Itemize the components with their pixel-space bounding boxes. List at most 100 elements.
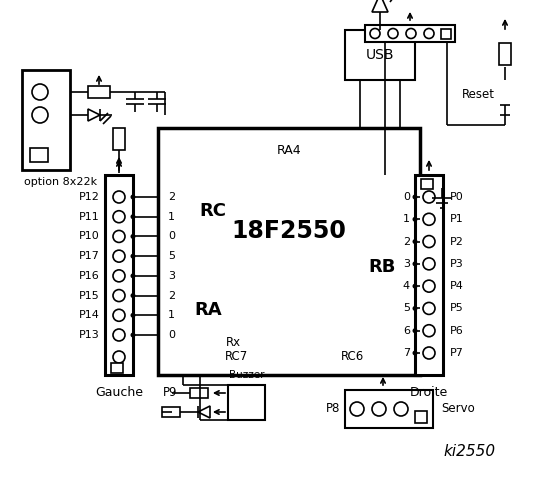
Circle shape — [131, 253, 135, 259]
Circle shape — [131, 313, 135, 318]
Text: P14: P14 — [79, 310, 100, 320]
Circle shape — [413, 217, 418, 222]
Text: 1: 1 — [168, 310, 175, 320]
Circle shape — [131, 273, 135, 278]
Circle shape — [413, 284, 418, 288]
Text: RB: RB — [368, 257, 396, 276]
Circle shape — [131, 234, 135, 239]
Text: P4: P4 — [450, 281, 464, 291]
Text: RC: RC — [200, 203, 227, 220]
Bar — [415, 411, 427, 423]
Text: P16: P16 — [79, 271, 100, 281]
Text: P6: P6 — [450, 326, 464, 336]
Text: Servo: Servo — [441, 403, 474, 416]
Circle shape — [413, 194, 418, 200]
Circle shape — [113, 329, 125, 341]
Bar — [105, 175, 133, 375]
Bar — [162, 407, 180, 417]
Circle shape — [423, 258, 435, 270]
Circle shape — [113, 250, 125, 262]
Text: RC7: RC7 — [225, 350, 248, 363]
Circle shape — [424, 28, 434, 38]
Circle shape — [423, 236, 435, 248]
Text: P1: P1 — [450, 214, 464, 224]
Circle shape — [372, 402, 386, 416]
Text: RC6: RC6 — [341, 350, 364, 363]
Polygon shape — [372, 0, 388, 12]
Text: option 8x22k: option 8x22k — [24, 177, 97, 187]
Bar — [228, 385, 265, 420]
Circle shape — [113, 230, 125, 242]
Text: 0: 0 — [168, 231, 175, 241]
Text: P5: P5 — [450, 303, 464, 313]
Circle shape — [423, 213, 435, 225]
Text: 0: 0 — [403, 192, 410, 202]
Bar — [345, 30, 415, 80]
Circle shape — [423, 280, 435, 292]
Circle shape — [423, 347, 435, 359]
Text: ki2550: ki2550 — [444, 444, 496, 459]
Text: Gauche: Gauche — [95, 386, 143, 399]
Text: P0: P0 — [450, 192, 464, 202]
Circle shape — [113, 289, 125, 301]
Text: 0: 0 — [168, 330, 175, 340]
Text: RA4: RA4 — [276, 144, 301, 156]
Circle shape — [423, 302, 435, 314]
Bar — [22, 70, 70, 170]
Circle shape — [370, 28, 380, 38]
Text: P17: P17 — [79, 251, 100, 261]
Text: P15: P15 — [79, 290, 100, 300]
Bar — [190, 388, 208, 398]
Text: 1: 1 — [403, 214, 410, 224]
Circle shape — [113, 270, 125, 282]
Text: P7: P7 — [450, 348, 464, 358]
Bar — [88, 86, 110, 98]
Circle shape — [113, 191, 125, 203]
Circle shape — [394, 402, 408, 416]
Circle shape — [413, 306, 418, 311]
Text: 2: 2 — [403, 237, 410, 247]
Text: 7: 7 — [403, 348, 410, 358]
Text: P9: P9 — [163, 386, 178, 399]
Text: 2: 2 — [168, 192, 175, 202]
Text: 5: 5 — [168, 251, 175, 261]
Circle shape — [413, 350, 418, 356]
Text: P13: P13 — [79, 330, 100, 340]
Circle shape — [131, 333, 135, 337]
Circle shape — [131, 194, 135, 200]
Circle shape — [413, 239, 418, 244]
Text: Reset: Reset — [462, 88, 495, 101]
Text: P10: P10 — [79, 231, 100, 241]
Circle shape — [406, 28, 416, 38]
Text: 1: 1 — [168, 212, 175, 222]
Text: P12: P12 — [79, 192, 100, 202]
Bar — [158, 128, 420, 375]
Circle shape — [388, 28, 398, 38]
Bar — [113, 128, 125, 150]
Circle shape — [413, 328, 418, 333]
Text: 5: 5 — [403, 303, 410, 313]
Polygon shape — [88, 109, 100, 121]
Text: RA: RA — [194, 301, 222, 319]
Text: P2: P2 — [450, 237, 464, 247]
Circle shape — [423, 324, 435, 336]
Bar — [30, 148, 48, 162]
Circle shape — [423, 191, 435, 203]
Text: 3: 3 — [403, 259, 410, 269]
Bar — [421, 179, 433, 189]
Text: Buzzer: Buzzer — [229, 370, 264, 380]
Text: P8: P8 — [326, 403, 340, 416]
Text: Rx: Rx — [226, 336, 241, 349]
Text: P11: P11 — [79, 212, 100, 222]
Text: USB: USB — [366, 48, 394, 62]
Circle shape — [131, 293, 135, 298]
Bar — [345, 390, 433, 428]
Bar — [499, 43, 511, 65]
Circle shape — [113, 309, 125, 321]
Circle shape — [32, 107, 48, 123]
Bar — [441, 29, 451, 39]
Text: Droite: Droite — [410, 386, 448, 399]
Text: 3: 3 — [168, 271, 175, 281]
Circle shape — [131, 214, 135, 219]
Bar — [415, 175, 443, 375]
